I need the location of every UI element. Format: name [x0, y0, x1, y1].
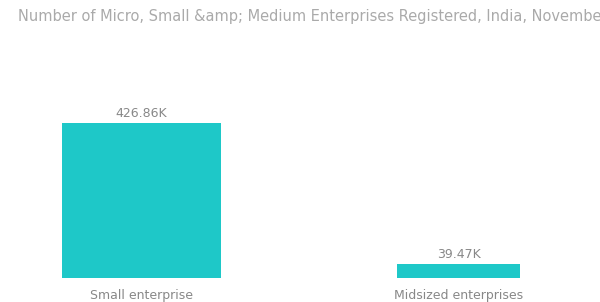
- Text: 426.86K: 426.86K: [116, 107, 167, 120]
- Text: 39.47K: 39.47K: [437, 248, 481, 261]
- Text: Number of Micro, Small &amp; Medium Enterprises Registered, India, November 2022: Number of Micro, Small &amp; Medium Ente…: [18, 9, 600, 24]
- Bar: [397, 264, 520, 278]
- Bar: [62, 123, 221, 278]
